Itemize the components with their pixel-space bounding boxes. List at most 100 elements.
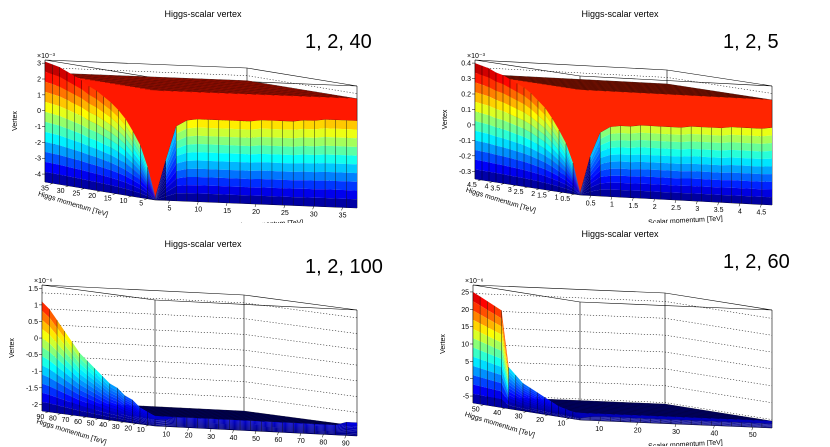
mesh-line: [237, 80, 348, 99]
surface-front-strip: [165, 185, 177, 197]
surface-front-strip: [650, 191, 661, 200]
surface-front-strip: [197, 418, 209, 420]
surface-front-strip: [600, 418, 611, 420]
surface-left-strip: [494, 398, 502, 408]
surface-front-strip: [314, 425, 326, 428]
surface-left-strip: [566, 176, 573, 187]
surface-left-strip: [45, 121, 53, 134]
surface-left-strip: [74, 177, 82, 188]
surface-left-strip: [530, 405, 538, 410]
z-tick-label: -0.1: [459, 138, 471, 145]
surface-left-strip: [551, 408, 559, 413]
mesh-line: [640, 82, 746, 99]
surface-left-strip: [52, 64, 60, 77]
surface-left-strip: [111, 177, 119, 188]
surface-left-strip: [494, 372, 502, 384]
surface-front-strip: [293, 431, 304, 434]
back-gridline: [472, 343, 773, 370]
surface-front-strip: [208, 177, 219, 187]
surface-front-strip: [620, 417, 631, 419]
surface-front-strip: [293, 426, 304, 429]
surface-left-strip: [102, 386, 110, 396]
surface-front-strip: [271, 423, 283, 426]
surface-front-strip: [314, 197, 326, 207]
surface-left-strip: [559, 166, 566, 177]
surface-left-strip: [524, 104, 531, 117]
surface-left-strip: [573, 173, 580, 194]
surface-left-strip: [524, 120, 531, 133]
surface-left-strip: [57, 343, 65, 359]
surface-left-strip: [109, 395, 118, 402]
surface-front-strip: [741, 423, 752, 425]
parameter-label: 1, 2, 40: [305, 31, 372, 53]
surface-left-strip: [489, 143, 496, 155]
surface-left-strip: [81, 107, 89, 121]
surface-front-strip: [711, 424, 722, 426]
z-exponent: ×10⁻⁶: [465, 278, 484, 285]
mesh-line: [522, 81, 715, 92]
surface-left-strip: [81, 134, 89, 147]
surface-left-strip: [89, 103, 97, 116]
surface-front-strip: [218, 169, 230, 179]
surface-front-strip: [293, 429, 304, 432]
surface-front-strip: [218, 128, 230, 138]
surface-front-strip: [660, 422, 671, 424]
surface-left-strip: [49, 343, 58, 359]
surface-front-strip: [731, 425, 742, 427]
surface-front-strip: [303, 424, 315, 426]
surface-front-strip: [590, 189, 601, 197]
surface-left-strip: [544, 407, 552, 411]
surface-left-strip: [87, 393, 95, 402]
surface-left-strip: [524, 178, 531, 188]
y-tick: [81, 188, 85, 190]
surface-front-strip: [590, 170, 601, 184]
surface-left-strip: [45, 91, 53, 104]
surface-left-strip: [510, 158, 517, 169]
surface-front-strip: [303, 427, 315, 429]
surface-front-strip: [660, 420, 671, 421]
surface-left-strip: [87, 388, 95, 398]
surface-left-strip: [49, 317, 58, 336]
surface-front-strip: [282, 431, 294, 433]
surface-front-strip: [218, 120, 230, 129]
surface-front-strip: [610, 417, 621, 419]
surface-left-strip: [522, 394, 531, 400]
surface-left-strip: [89, 111, 97, 124]
x-tick: [232, 429, 234, 433]
surface-left-strip: [517, 134, 524, 146]
surface-left-strip: [49, 386, 58, 398]
surface-front-strip: [335, 428, 347, 431]
surface-front-strip: [731, 425, 742, 426]
surface-front-strip: [660, 184, 671, 193]
surface-front-strip: [303, 426, 315, 428]
surface-front-strip: [691, 420, 702, 422]
surface-front-strip: [701, 420, 712, 422]
chart-panel-1: 3 2 1 0 -1 -2 -3 -4 ×10⁻³ Vertex 5 10 15 20 25 30 35 Scal…: [0, 0, 415, 223]
surface-front-strip: [155, 176, 166, 200]
z-exponent: ×10⁻³: [37, 53, 56, 60]
surface-front-strip: [681, 126, 692, 135]
surface-front-strip: [335, 423, 347, 427]
z-tick-label: -1.5: [26, 385, 38, 392]
surface-front-strip: [176, 424, 187, 426]
y-tick: [544, 414, 548, 417]
x-tick: [283, 205, 286, 209]
surface-front-strip: [701, 421, 712, 423]
surface-left-strip: [64, 386, 73, 397]
surface-left-strip: [147, 190, 155, 200]
x-tick-label: 3.5: [714, 207, 724, 214]
surface-front-strip: [303, 163, 315, 173]
surface-left-strip: [133, 147, 141, 163]
surface-front-strip: [186, 127, 198, 137]
surface-front-strip: [303, 423, 315, 425]
z-tick-label: 0.4: [461, 61, 471, 68]
surface-front-strip: [620, 161, 631, 170]
surface-front-strip: [590, 416, 601, 418]
surface-left-strip: [111, 132, 119, 146]
surface-left-strip: [501, 375, 509, 399]
surface-front-strip: [590, 145, 601, 169]
surface-front-strip: [600, 420, 611, 422]
y-tick: [566, 418, 570, 420]
surface-front-strip: [630, 169, 641, 177]
